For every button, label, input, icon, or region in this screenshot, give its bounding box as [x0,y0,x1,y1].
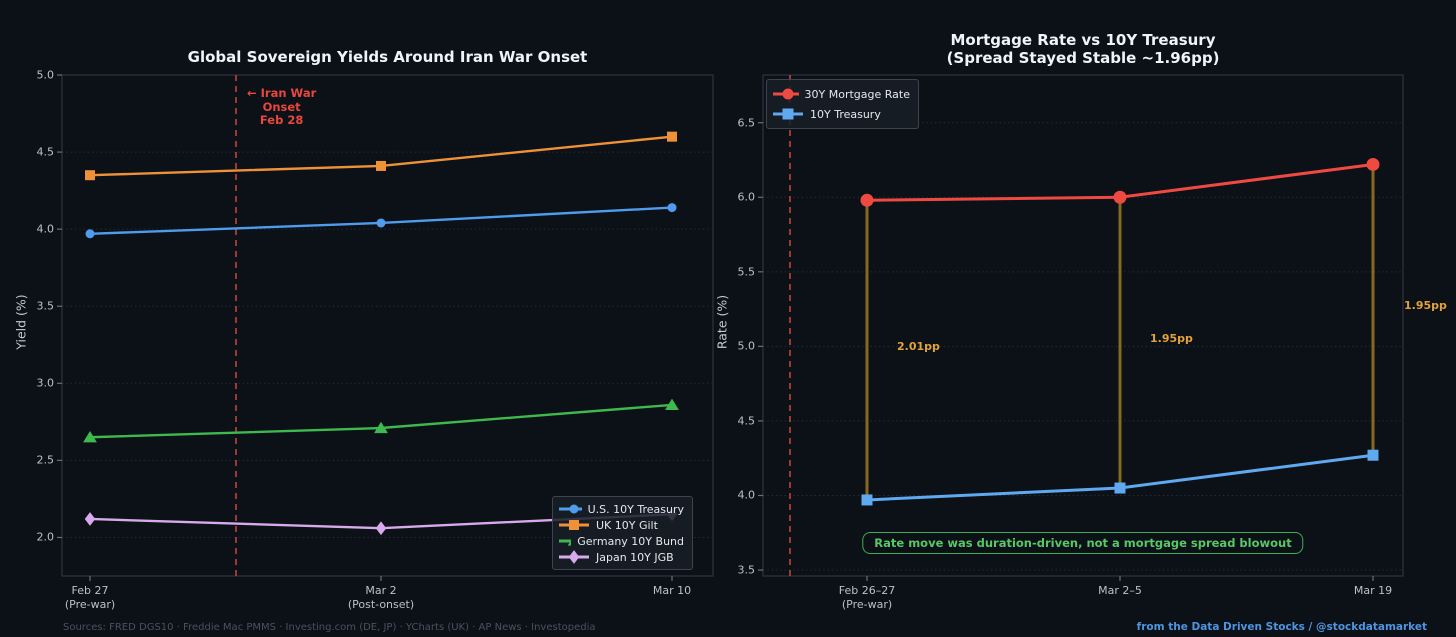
germany-10y-bund-marker-icon [559,539,572,546]
y-tick-label: 5.5 [737,265,756,279]
y-tick-label: 6.5 [737,116,756,130]
x-tick-label: Feb 27 (Pre-war) [64,584,116,611]
japan-10y-jgb-marker-icon [559,550,589,564]
y-tick-label: 2.5 [36,453,55,467]
axes-frame [61,74,714,577]
legend-right-chart: 30Y Mortgage Rate 10Y Treasury [766,79,919,129]
series-10y-treasury [861,449,1379,506]
y-tick-label: 5.0 [737,339,756,353]
legend-item-30y-mortgage-rate: 30Y Mortgage Rate [772,84,910,104]
tick-marks [758,122,1374,581]
right-chart-title: Mortgage Rate vs 10Y Treasury (Spread St… [946,31,1220,67]
left-chart-title: Global Sovereign Yields Around Iran War … [187,48,588,66]
mortgage-rate-vs-10y-treasury-plot [758,74,1404,581]
uk-10y-gilt-marker-icon [559,520,589,530]
series-germany-10y-bund [83,398,679,443]
legend-item-label: U.S. 10Y Treasury [587,502,684,516]
legend-item-germany-10y-bund: Germany 10Y Bund [558,533,684,549]
y-tick-label: 4.5 [36,145,55,159]
spread-label-feb: 2.01pp [897,340,940,353]
legend-item-label: UK 10Y Gilt [596,518,658,532]
y-tick-label: 4.0 [36,222,55,236]
legend-item-japan-10y-jgb: Japan 10Y JGB [558,549,684,565]
legend-item-label: Japan 10Y JGB [596,550,674,564]
series-uk-10y-gilt [85,131,677,181]
y-tick-label: 5.0 [36,68,55,82]
x-tick-label: Mar 2 (Post-onset) [347,584,415,611]
gridlines [62,74,713,538]
legend-item-label: Germany 10Y Bund [577,534,684,548]
duration-driven-note: Rate move was duration-driven, not a mor… [862,532,1304,554]
x-tick-label: Feb 26–27 (Pre-war) [838,584,896,611]
sources-caption: Sources: FRED DGS10 · Freddie Mac PMMS ·… [63,622,596,633]
30y-mortgage-rate-marker-icon [773,88,799,100]
legend-item-u-s-10y-treasury: U.S. 10Y Treasury [558,501,684,517]
y-tick-label: 2.0 [36,530,55,544]
legend-item-label: 30Y Mortgage Rate [804,87,910,101]
axes-frame [762,74,1404,577]
iran-war-onset-annotation: ← Iran War Onset Feb 28 [247,86,317,127]
legend-item-10y-treasury: 10Y Treasury [772,104,910,124]
y-tick-label: 4.5 [737,414,756,428]
series-u-s-10y-treasury [85,203,677,239]
y-tick-label: 6.0 [737,190,756,204]
u-s-10y-treasury-marker-icon [559,504,582,514]
credit-caption: from the Data Driven Stocks / @stockdata… [1136,621,1427,633]
y-tick-label: 3.0 [36,376,55,390]
y-tick-label: 4.0 [737,488,756,502]
x-tick-label: Mar 19 [1353,584,1393,597]
spread-label-mar19: 1.95pp [1404,299,1447,312]
tick-marks [57,74,673,581]
10y-treasury-marker-icon [773,108,803,120]
y-tick-label: 3.5 [36,299,55,313]
y-tick-label: 3.5 [737,563,756,577]
x-tick-label: Mar 10 [652,584,692,597]
series-30y-mortgage-rate [860,157,1380,207]
x-tick-label: Mar 2–5 [1098,584,1142,597]
gridlines [763,122,1403,571]
legend-item-uk-10y-gilt: UK 10Y Gilt [558,517,684,533]
legend-item-label: 10Y Treasury [810,107,881,121]
spread-lines [865,164,1375,500]
spread-label-mar2: 1.95pp [1150,332,1193,345]
legend-left-chart: U.S. 10Y Treasury UK 10Y Gilt Germany 10Y … [552,496,693,570]
